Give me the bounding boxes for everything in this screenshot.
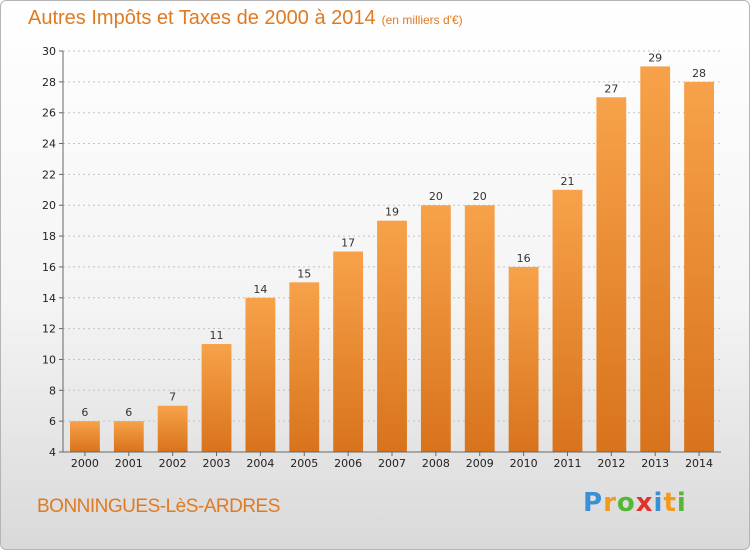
bar-value-label: 27 [604, 82, 618, 95]
bar-value-label: 7 [169, 391, 176, 404]
chart-unit-subtitle: (en milliers d'€) [381, 13, 463, 27]
y-tick-label: 28 [42, 76, 56, 89]
y-tick-label: 4 [49, 446, 56, 459]
bar-value-label: 14 [253, 283, 267, 296]
x-tick-label: 2010 [510, 457, 538, 470]
bar [596, 97, 627, 453]
x-tick-label: 2004 [246, 457, 274, 470]
x-tick-label: 2005 [290, 457, 318, 470]
bar [420, 205, 451, 452]
y-tick-label: 12 [42, 323, 56, 336]
y-tick-label: 30 [42, 45, 56, 58]
x-tick-label: 2011 [553, 457, 581, 470]
bar [464, 205, 495, 452]
bar [201, 344, 232, 452]
bar-value-label: 21 [560, 175, 574, 188]
x-tick-label: 2002 [159, 457, 187, 470]
y-tick-label: 14 [42, 292, 56, 305]
location-label: BONNINGUES-LèS-ARDRES [37, 496, 280, 517]
brand-logo-letter: o [616, 488, 636, 518]
brand-logo: Proxiti [583, 488, 687, 518]
bar [508, 266, 539, 452]
y-tick-label: 20 [42, 199, 56, 212]
x-tick-label: 2012 [597, 457, 625, 470]
y-tick-label: 18 [42, 230, 56, 243]
y-tick-label: 8 [49, 384, 56, 397]
x-tick-label: 2006 [334, 457, 362, 470]
brand-logo-letter: P [583, 488, 604, 518]
bar [684, 81, 714, 452]
bar-value-label: 15 [297, 267, 311, 280]
bar [70, 421, 100, 452]
brand-logo-letter: x [635, 488, 654, 518]
x-tick-label: 2003 [203, 457, 231, 470]
bar-value-label: 11 [210, 329, 224, 342]
x-tick-label: 2007 [378, 457, 406, 470]
y-tick-label: 16 [42, 261, 56, 274]
bar [113, 421, 144, 452]
bar [640, 66, 671, 452]
y-tick-label: 10 [42, 353, 56, 366]
bar [157, 405, 188, 452]
bar [377, 220, 407, 452]
brand-logo-letter: i [653, 488, 664, 518]
bar-value-label: 19 [385, 206, 399, 219]
x-tick-label: 2008 [422, 457, 450, 470]
bar-value-label: 20 [473, 190, 487, 203]
bar [333, 251, 364, 452]
brand-logo-letter: t [663, 488, 677, 518]
chart-title: Autres Impôts et Taxes de 2000 à 2014 [28, 7, 376, 29]
x-tick-label: 2013 [641, 457, 669, 470]
title-line: Autres Impôts et Taxes de 2000 à 2014 (en… [28, 7, 463, 30]
bar-value-label: 16 [517, 252, 531, 265]
y-tick-label: 22 [42, 168, 56, 181]
bar-value-label: 20 [429, 190, 443, 203]
bar-value-label: 6 [125, 406, 132, 419]
y-tick-label: 6 [49, 415, 56, 428]
x-tick-label: 2014 [685, 457, 713, 470]
bar [289, 282, 320, 452]
brand-logo-letter: r [603, 488, 617, 518]
x-tick-label: 2000 [71, 457, 99, 470]
brand-logo-letter: i [676, 488, 687, 518]
bar [552, 189, 583, 453]
bar [245, 297, 276, 452]
x-tick-label: 2001 [115, 457, 143, 470]
y-tick-label: 26 [42, 107, 56, 120]
y-tick-label: 24 [42, 138, 56, 151]
bar-value-label: 6 [81, 406, 88, 419]
x-tick-label: 2009 [466, 457, 494, 470]
bar-value-label: 17 [341, 237, 355, 250]
bar-value-label: 29 [648, 51, 662, 64]
bar-value-label: 28 [692, 67, 706, 80]
